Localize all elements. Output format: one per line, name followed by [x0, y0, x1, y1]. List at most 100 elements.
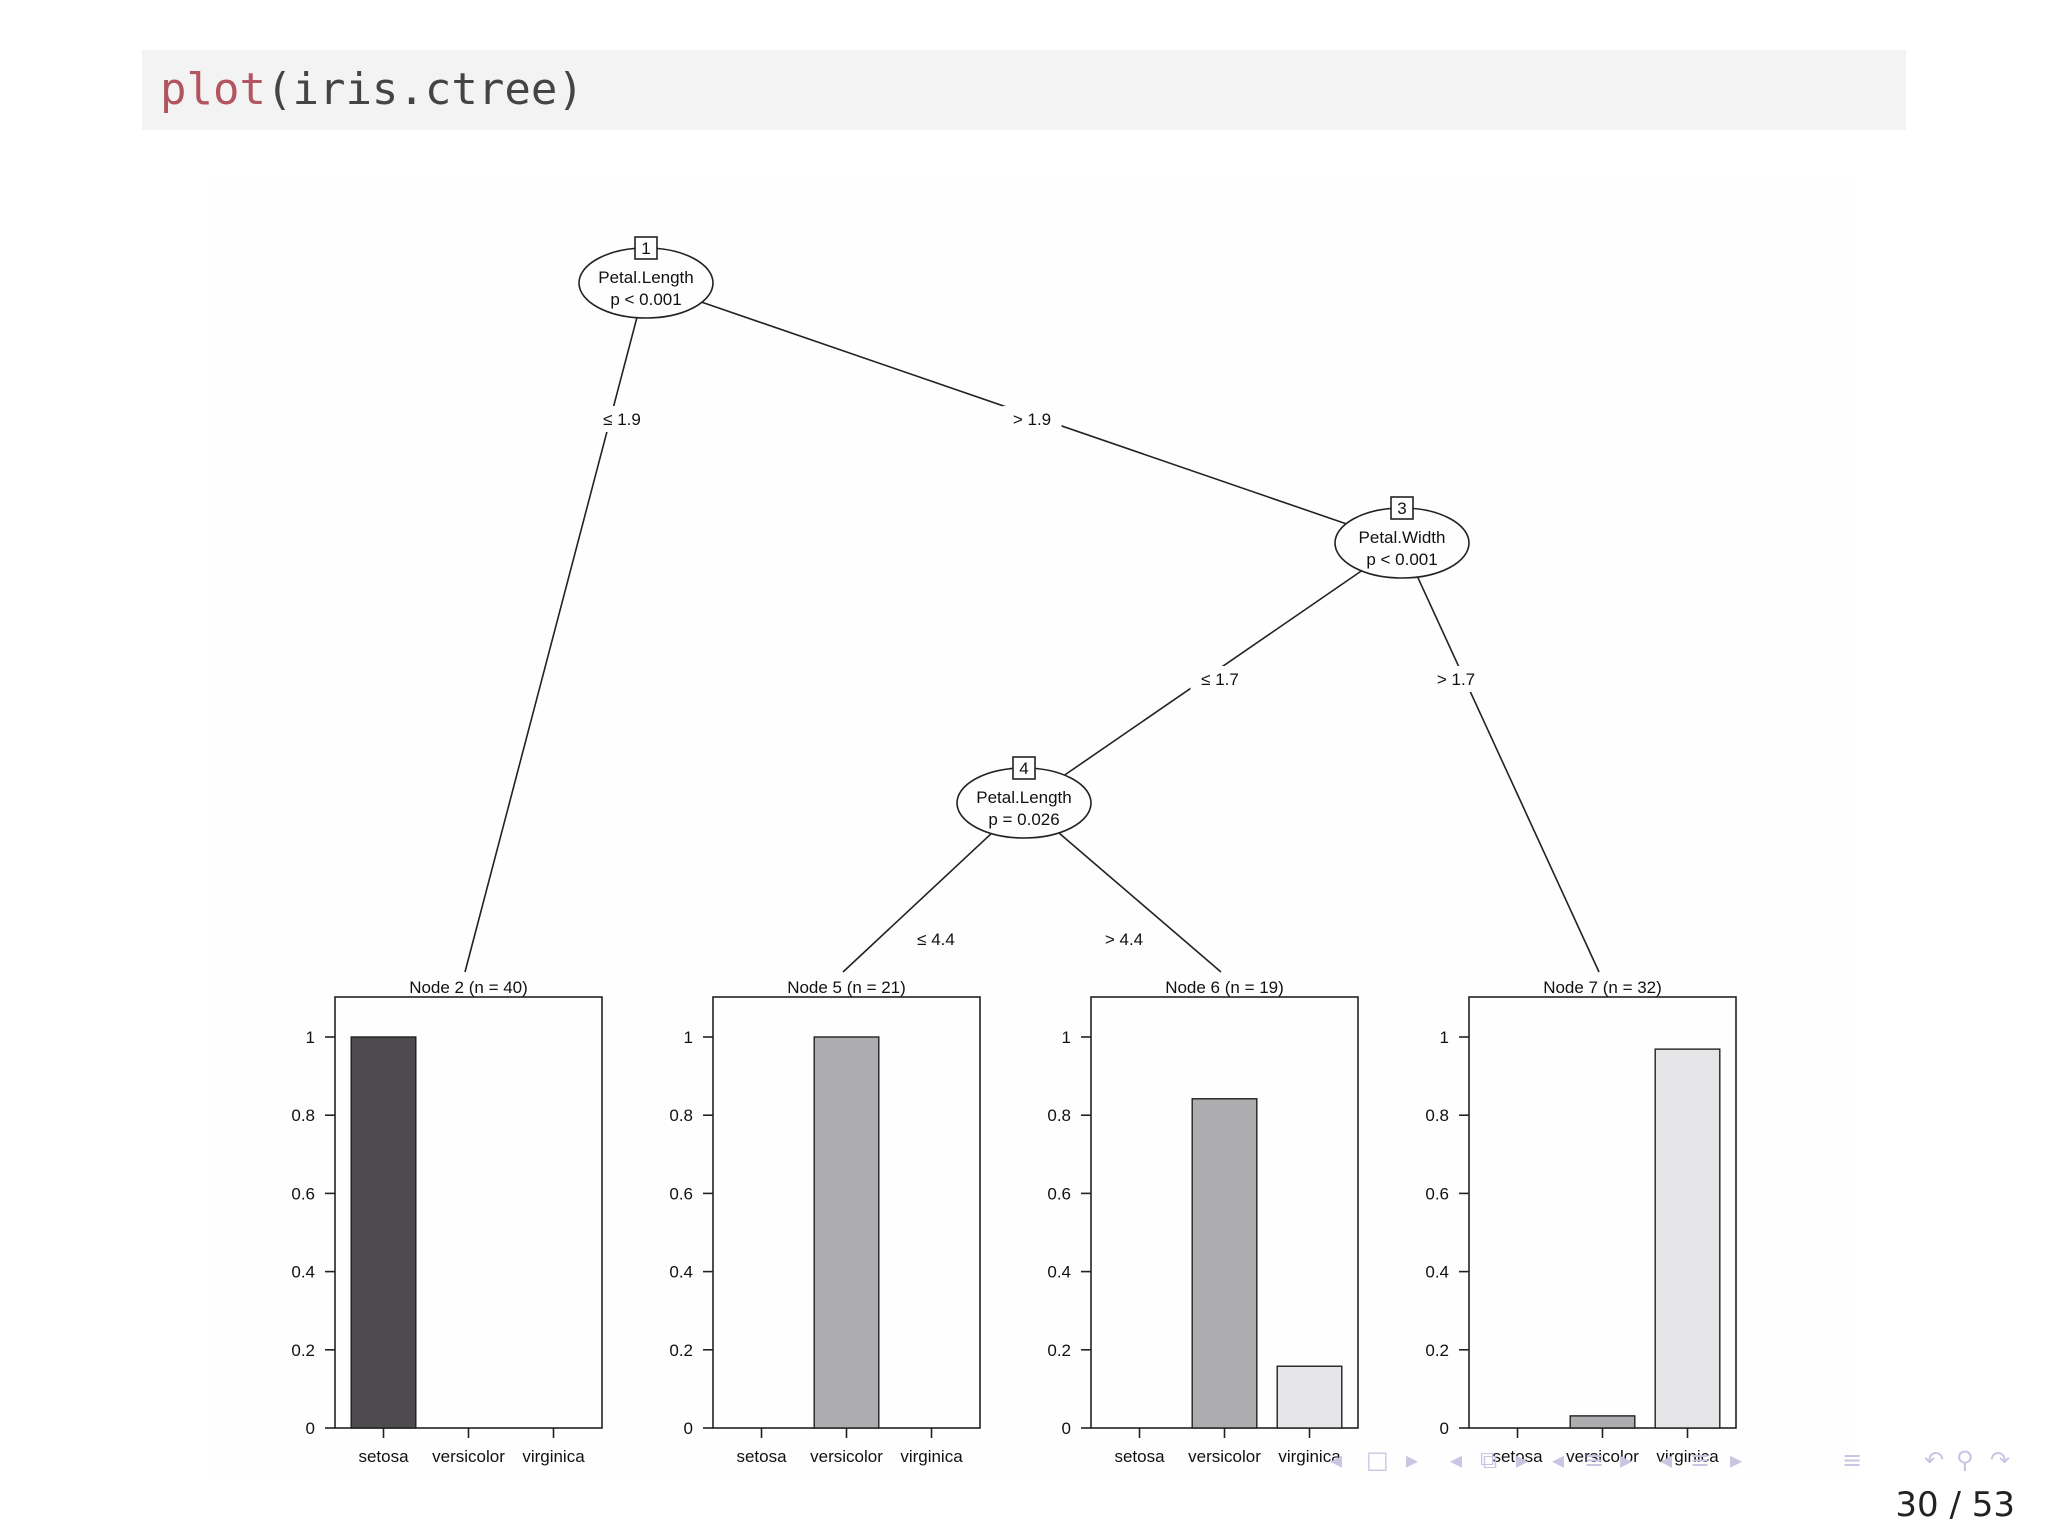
- node-id: 1: [641, 239, 650, 258]
- y-tick-label: 1: [684, 1028, 693, 1047]
- panel-title: Node 7 (n = 32): [1543, 978, 1662, 997]
- node-id-box: [1012, 756, 1036, 780]
- edge-3-7: [1416, 576, 1600, 973]
- code-arguments: (iris.ctree): [265, 64, 584, 115]
- edge-label: > 1.7: [1437, 670, 1475, 689]
- node-id-box: [1390, 496, 1414, 520]
- y-tick-label: 0.4: [291, 1263, 315, 1282]
- nav-prev-section-icon[interactable]: ◂: [1552, 1446, 1565, 1474]
- y-tick-label: 0.8: [291, 1106, 315, 1125]
- nav-next-section-icon[interactable]: ▸: [1620, 1446, 1633, 1474]
- nav-next-subsection-icon[interactable]: ▸: [1516, 1446, 1529, 1474]
- y-tick-label: 1: [1062, 1028, 1071, 1047]
- nav-prev-subsection-icon[interactable]: ◂: [1450, 1446, 1463, 1474]
- edge-label-bg: [1190, 666, 1250, 692]
- nav-next-part-icon[interactable]: ▸: [1730, 1446, 1743, 1474]
- x-tick-label: versicolor: [432, 1447, 505, 1466]
- x-tick-label: versicolor: [1566, 1447, 1639, 1466]
- y-tick-label: 0.6: [669, 1184, 693, 1203]
- node-pvalue: p < 0.001: [610, 290, 681, 309]
- leaf-barplot: Node 2 (n = 40) 0 0.2 0.4 0.6 0.8 1 setosa versi…: [291, 978, 603, 1466]
- bar-setosa: [350, 1036, 417, 1429]
- x-tick-label: setosa: [1492, 1447, 1543, 1466]
- x-tick-label: versicolor: [1188, 1447, 1261, 1466]
- y-tick-label: 0.2: [1047, 1341, 1071, 1360]
- edge-label-bg: [592, 406, 652, 432]
- leaf-barplot: Node 7 (n = 32) 0 0.2 0.4 0.6 0.8 1 setosa versi…: [1425, 978, 1737, 1466]
- panel-title: Node 2 (n = 40): [409, 978, 528, 997]
- panel-title: Node 5 (n = 21): [787, 978, 906, 997]
- nav-part-list-icon[interactable]: ≡: [1690, 1446, 1711, 1474]
- nav-section-icon[interactable]: ⧉: [1480, 1446, 1498, 1474]
- edge-label: ≤ 1.9: [603, 410, 641, 429]
- y-tick-label: 1: [306, 1028, 315, 1047]
- edge-4-5: [842, 832, 992, 973]
- bar-versicolor: [1191, 1098, 1258, 1429]
- nav-next-arrow-icon[interactable]: ▸: [1406, 1446, 1419, 1474]
- y-tick-label: 0.6: [291, 1184, 315, 1203]
- nav-prev-arrow-icon[interactable]: ◂: [1330, 1446, 1343, 1474]
- ctree-plot: ≤ 1.9 > 1.9 ≤ 1.7 > 1.7 ≤ 4.4 > 4.4 1 Petal.Len…: [212, 175, 1852, 1475]
- y-tick-label: 0: [684, 1419, 693, 1438]
- leaf-barplot: Node 6 (n = 19) 0 0.2 0.4 0.6 0.8 1 setosa versi…: [1047, 978, 1359, 1466]
- panel-title: Node 6 (n = 19): [1165, 978, 1284, 997]
- y-tick-label: 0.2: [669, 1341, 693, 1360]
- bar-virginica: [1654, 1048, 1721, 1429]
- x-tick-label: setosa: [1114, 1447, 1165, 1466]
- y-tick-label: 0.8: [1047, 1106, 1071, 1125]
- node-id: 3: [1397, 499, 1406, 518]
- beamer-navigation[interactable]: ◂ □ ▸ ◂ ⧉ ▸ ◂ ≡ ▸ ◂ ≡ ▸ ≡ ↶ ⚲ ↷: [1330, 1446, 2030, 1476]
- x-tick-label: virginica: [1278, 1447, 1341, 1466]
- node-variable: Petal.Length: [976, 788, 1071, 807]
- nav-back-icon[interactable]: ↶: [1924, 1446, 1945, 1474]
- tree-diagram: ≤ 1.9 > 1.9 ≤ 1.7 > 1.7 ≤ 4.4 > 4.4 1 Petal.Len…: [291, 236, 1737, 1466]
- y-tick-label: 0: [306, 1419, 315, 1438]
- edge-label: > 4.4: [1105, 930, 1143, 949]
- x-tick-label: versicolor: [810, 1447, 883, 1466]
- edge-label-bg: [1094, 926, 1154, 952]
- bar-versicolor: [1569, 1415, 1636, 1429]
- x-tick-label: setosa: [358, 1447, 409, 1466]
- code-line: plot(iris.ctree): [160, 60, 584, 120]
- node-id-box: [634, 236, 658, 260]
- nav-prev-part-icon[interactable]: ◂: [1660, 1446, 1673, 1474]
- node-variable: Petal.Length: [598, 268, 693, 287]
- nav-section-list-icon[interactable]: ≡: [1584, 1446, 1605, 1474]
- x-tick-label: virginica: [522, 1447, 585, 1466]
- nav-frame-icon[interactable]: □: [1366, 1446, 1389, 1474]
- edge-label: ≤ 1.7: [1201, 670, 1239, 689]
- nav-toc-icon[interactable]: ≡: [1842, 1446, 1863, 1474]
- y-tick-label: 0.6: [1047, 1184, 1071, 1203]
- edge-label: > 1.9: [1013, 410, 1051, 429]
- nav-forward-icon[interactable]: ↷: [1990, 1446, 2011, 1474]
- y-tick-label: 0.6: [1425, 1184, 1449, 1203]
- y-tick-label: 0: [1062, 1419, 1071, 1438]
- code-block: plot(iris.ctree): [142, 50, 1906, 130]
- edge-4-6: [1058, 832, 1222, 973]
- edge-label-bg: [1002, 406, 1062, 432]
- y-tick-label: 0.4: [669, 1263, 693, 1282]
- y-tick-label: 0.2: [291, 1341, 315, 1360]
- page-number: 30 / 53: [1895, 1485, 2015, 1525]
- y-tick-label: 0: [1440, 1419, 1449, 1438]
- node-variable: Petal.Width: [1359, 528, 1446, 547]
- bar-versicolor: [813, 1036, 880, 1429]
- x-tick-label: setosa: [736, 1447, 787, 1466]
- node-id: 4: [1019, 759, 1028, 778]
- x-tick-label: virginica: [1656, 1447, 1719, 1466]
- y-tick-label: 0.8: [1425, 1106, 1449, 1125]
- node-pvalue: p = 0.026: [988, 810, 1059, 829]
- y-tick-label: 1: [1440, 1028, 1449, 1047]
- leaf-barplot: Node 5 (n = 21) 0 0.2 0.4 0.6 0.8 1 setosa versi…: [669, 978, 981, 1466]
- y-tick-label: 0.4: [1425, 1263, 1449, 1282]
- edge-label-bg: [906, 926, 966, 952]
- nav-search-icon[interactable]: ⚲: [1956, 1446, 1974, 1474]
- edge-label: ≤ 4.4: [917, 930, 955, 949]
- bar-virginica: [1276, 1365, 1343, 1429]
- y-tick-label: 0.2: [1425, 1341, 1449, 1360]
- x-tick-label: virginica: [900, 1447, 963, 1466]
- y-tick-label: 0.4: [1047, 1263, 1071, 1282]
- code-function: plot: [160, 64, 266, 115]
- edge-label-bg: [1426, 666, 1486, 692]
- node-pvalue: p < 0.001: [1366, 550, 1437, 569]
